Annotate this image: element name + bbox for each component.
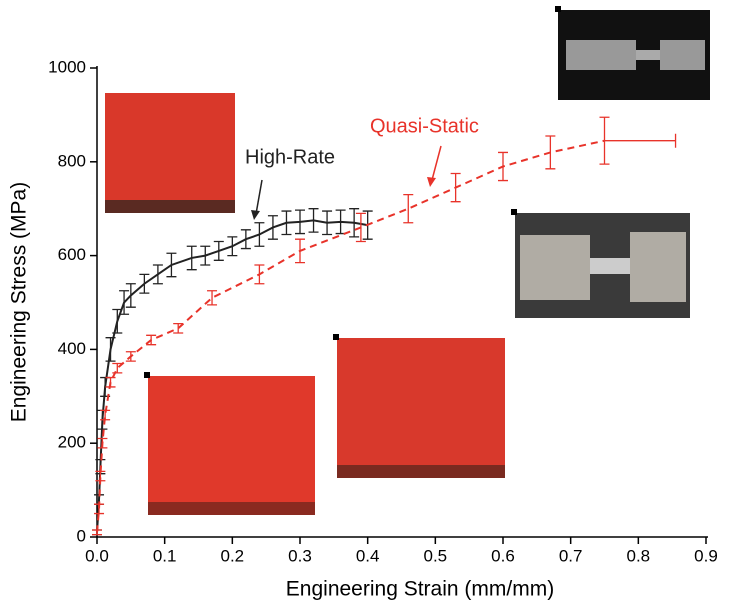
x-tick-label: 0.9 xyxy=(694,546,718,565)
error-bar xyxy=(94,503,105,515)
x-tick-label: 0.4 xyxy=(356,546,380,565)
error-bar xyxy=(403,193,414,224)
scale-strip xyxy=(105,200,235,213)
error-bar xyxy=(450,172,461,203)
error-bar xyxy=(349,208,360,238)
error-bar xyxy=(200,245,211,266)
error-bar xyxy=(295,209,305,235)
error-bar xyxy=(173,322,184,334)
error-bar xyxy=(207,290,218,306)
arrow xyxy=(255,179,263,215)
x-tick-label: 0.0 xyxy=(85,546,109,565)
error-bar xyxy=(92,529,102,536)
scale-strip xyxy=(337,465,505,478)
y-tick-label: 600 xyxy=(58,245,86,264)
arrow-head xyxy=(427,177,436,187)
micrograph-inset xyxy=(105,93,235,213)
error-bar xyxy=(152,264,163,285)
annotations: High-Rate Quasi-Static xyxy=(245,115,479,220)
marker xyxy=(555,6,561,12)
error-bar xyxy=(322,210,333,236)
error-bar xyxy=(498,151,508,182)
specimen xyxy=(660,40,705,70)
annotation: Quasi-Static xyxy=(370,115,479,137)
y-axis-title: Engineering Stress (MPa) xyxy=(8,182,31,422)
specimen xyxy=(590,258,630,274)
error-bar xyxy=(355,212,366,243)
marker xyxy=(144,372,150,378)
marker xyxy=(511,209,517,215)
error-bar xyxy=(227,236,238,257)
error-bar xyxy=(166,252,177,278)
series-line xyxy=(96,219,368,533)
error-bar xyxy=(281,210,292,236)
specimen xyxy=(520,235,590,300)
arrow-head xyxy=(251,210,260,220)
marker xyxy=(333,334,339,340)
y-tick-label: 1000 xyxy=(48,57,86,76)
micrograph-inset xyxy=(337,338,505,478)
error-bar xyxy=(295,238,305,264)
error-bar xyxy=(254,264,265,285)
x-tick-label: 0.6 xyxy=(491,546,515,565)
error-bar xyxy=(105,337,116,362)
error-bar xyxy=(105,376,116,388)
error-bar xyxy=(308,208,319,233)
error-bar xyxy=(139,273,150,294)
y-tick-label: 200 xyxy=(58,433,86,452)
error-bar xyxy=(267,215,278,240)
error-bar xyxy=(146,334,157,346)
x-error-bar xyxy=(604,133,677,148)
error-bar xyxy=(95,470,106,482)
scale-strip xyxy=(148,502,315,515)
error-bar xyxy=(119,290,130,315)
x-tick-label: 0.1 xyxy=(153,546,177,565)
micrograph-inset xyxy=(148,376,315,515)
y-tick-label: 800 xyxy=(58,151,86,170)
error-bar xyxy=(186,245,197,271)
annotation: High-Rate xyxy=(245,146,335,168)
x-tick-label: 0.5 xyxy=(424,546,448,565)
error-bar xyxy=(112,362,123,374)
specimen xyxy=(630,232,686,302)
insets xyxy=(105,6,710,515)
error-bar xyxy=(112,308,123,334)
x-tick-label: 0.2 xyxy=(221,546,245,565)
x-axis-title: Engineering Strain (mm/mm) xyxy=(286,578,554,601)
error-bar xyxy=(125,351,136,362)
plot-area: 0 200 400 600 800 1000 0.0 0.1 0.2 0.3 0.4 0.5 0.6 0.… xyxy=(48,57,718,565)
error-bar xyxy=(213,240,224,261)
error-bar xyxy=(125,283,136,308)
x-tick-label: 0.3 xyxy=(288,546,312,565)
x-tick-label: 0.8 xyxy=(627,546,651,565)
arrow xyxy=(431,145,442,181)
specimen xyxy=(566,40,636,70)
error-bar xyxy=(240,229,251,250)
error-bar xyxy=(545,135,556,170)
error-bar xyxy=(100,409,111,421)
specimen xyxy=(636,50,660,60)
x-tick-label: 0.7 xyxy=(559,546,583,565)
y-tick-label: 400 xyxy=(58,339,86,358)
y-tick-label: 0 xyxy=(77,526,86,545)
error-bar xyxy=(97,437,108,449)
error-bar xyxy=(254,222,265,247)
